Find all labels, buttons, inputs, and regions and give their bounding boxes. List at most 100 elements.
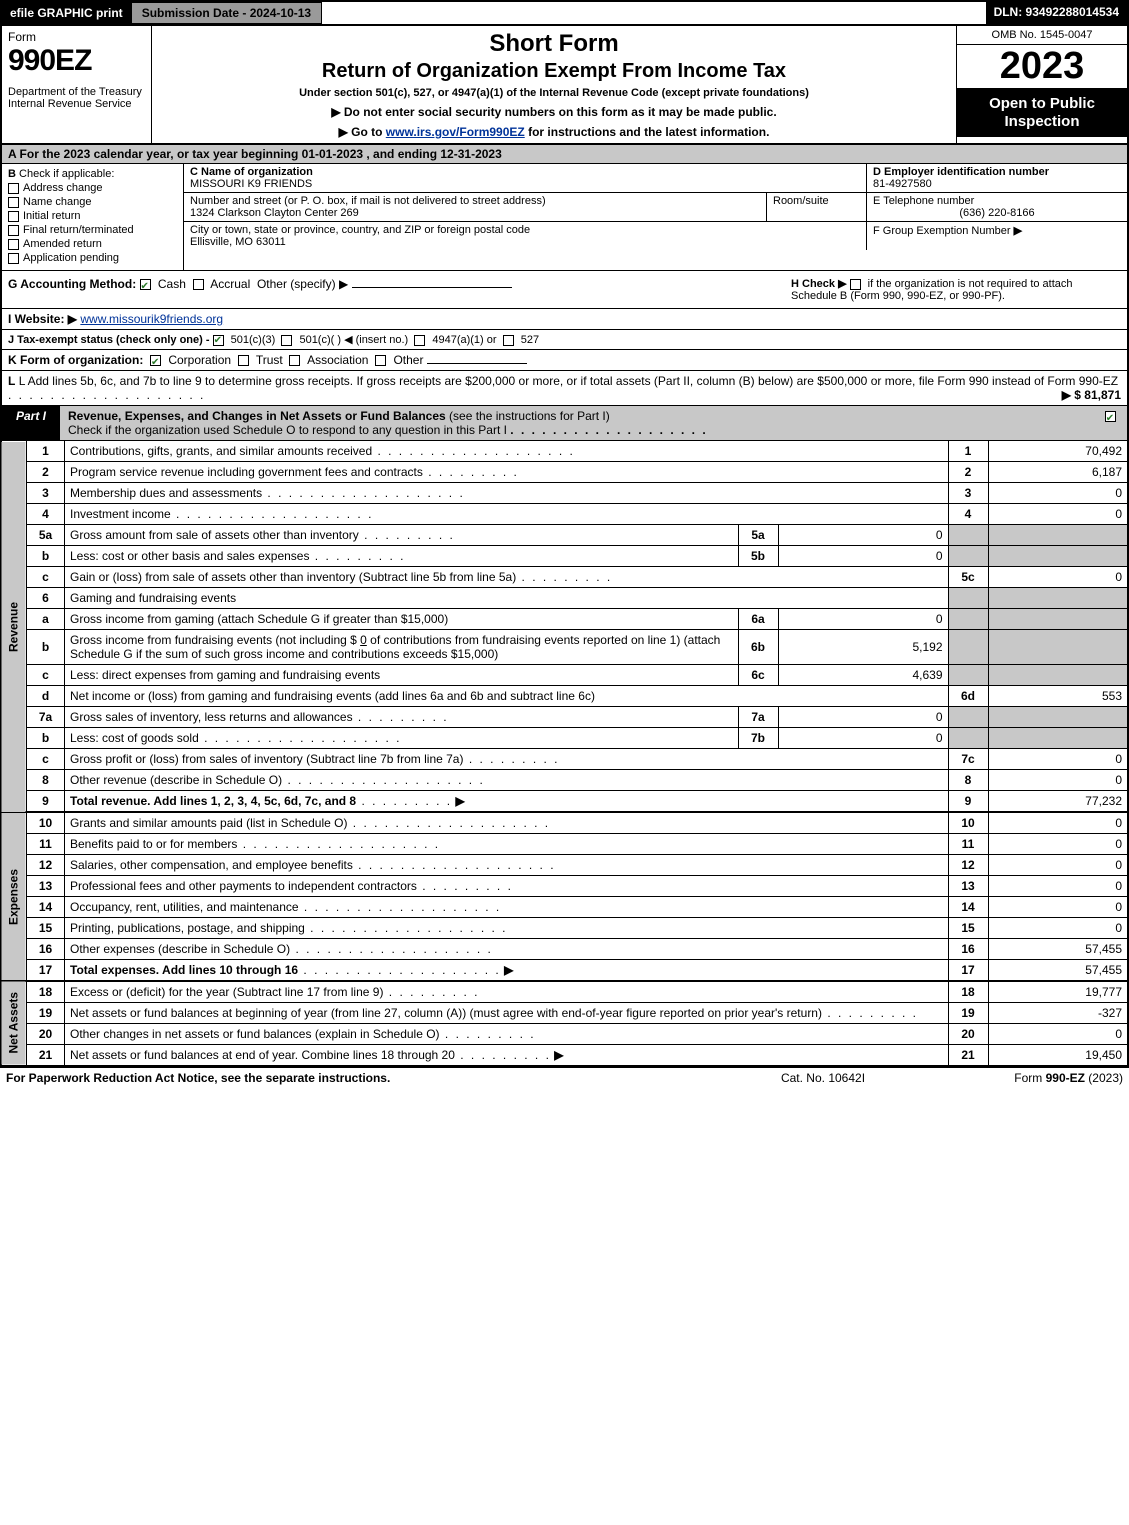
chk-accrual[interactable] [193, 279, 204, 290]
r19-desc-text: Net assets or fund balances at beginning… [70, 1006, 822, 1020]
r7a-desc: Gross sales of inventory, less returns a… [65, 707, 739, 728]
l-dots [8, 388, 205, 402]
k-other-field[interactable] [427, 363, 527, 364]
row-6a: a Gross income from gaming (attach Sched… [1, 609, 1128, 630]
chk-address-change[interactable]: Address change [8, 182, 177, 194]
opt-initial-return: Initial return [23, 210, 80, 222]
g-other-field[interactable] [352, 287, 512, 288]
row-5b: b Less: cost or other basis and sales ex… [1, 546, 1128, 567]
chk-part1-schedule-o[interactable] [1105, 411, 1116, 422]
r6b-shade1 [948, 630, 988, 665]
chk-trust[interactable] [238, 355, 249, 366]
r20-desc: Other changes in net assets or fund bala… [65, 1024, 949, 1045]
header-left: Form 990EZ Department of the Treasury In… [2, 26, 152, 143]
submission-date: Submission Date - 2024-10-13 [131, 2, 322, 24]
r10-desc: Grants and similar amounts paid (list in… [65, 812, 949, 834]
chk-final-return[interactable]: Final return/terminated [8, 224, 177, 236]
r6d-desc: Net income or (loss) from gaming and fun… [65, 686, 949, 707]
r12-val: 0 [988, 855, 1128, 876]
part1-checkbox-cell [1097, 406, 1127, 440]
part1-title: Revenue, Expenses, and Changes in Net As… [60, 406, 1097, 440]
opt-address-change: Address change [23, 182, 103, 194]
r10-val: 0 [988, 812, 1128, 834]
r5b-num: b [27, 546, 65, 567]
r6a-shade1 [948, 609, 988, 630]
r12-num: 12 [27, 855, 65, 876]
chk-527[interactable] [503, 335, 514, 346]
r6d-box: 6d [948, 686, 988, 707]
r6-num: 6 [27, 588, 65, 609]
r5a-shade1 [948, 525, 988, 546]
r16-val: 57,455 [988, 939, 1128, 960]
cell-org-name: C Name of organization MISSOURI K9 FRIEN… [184, 164, 867, 192]
row-3: 3 Membership dues and assessments 3 0 [1, 483, 1128, 504]
row-21: 21 Net assets or fund balances at end of… [1, 1045, 1128, 1066]
r17-desc: Total expenses. Add lines 10 through 16 … [65, 960, 949, 982]
row-18: Net Assets 18 Excess or (deficit) for th… [1, 981, 1128, 1003]
r14-desc: Occupancy, rent, utilities, and maintena… [65, 897, 949, 918]
r19-val: -327 [988, 1003, 1128, 1024]
footer-right-post: (2023) [1085, 1071, 1123, 1085]
opt-name-change: Name change [23, 196, 92, 208]
r10-num: 10 [27, 812, 65, 834]
chk-name-change[interactable]: Name change [8, 196, 177, 208]
r15-num: 15 [27, 918, 65, 939]
r11-desc: Benefits paid to or for members [65, 834, 949, 855]
section-g: G Accounting Method: Cash Accrual Other … [8, 277, 781, 302]
r8-desc-text: Other revenue (describe in Schedule O) [70, 773, 282, 787]
r8-num: 8 [27, 770, 65, 791]
chk-h[interactable] [850, 279, 861, 290]
irs-link[interactable]: www.irs.gov/Form990EZ [386, 125, 525, 139]
r7b-sub: 7b [738, 728, 778, 749]
goto-pre: ▶ Go to [339, 125, 386, 139]
row-6c: c Less: direct expenses from gaming and … [1, 665, 1128, 686]
r16-desc-text: Other expenses (describe in Schedule O) [70, 942, 290, 956]
chk-amended-return[interactable]: Amended return [8, 238, 177, 250]
r6-desc: Gaming and fundraising events [65, 588, 949, 609]
col-cdef: C Name of organization MISSOURI K9 FRIEN… [184, 164, 1127, 270]
chk-corp[interactable] [150, 355, 161, 366]
r21-desc-text: Net assets or fund balances at end of ye… [70, 1048, 455, 1062]
efile-label[interactable]: efile GRAPHIC print [10, 6, 123, 20]
c-label: C Name of organization [190, 166, 860, 178]
website-link[interactable]: www.missourik9friends.org [80, 312, 223, 326]
r7b-subval: 0 [778, 728, 948, 749]
r9-desc: Total revenue. Add lines 1, 2, 3, 4, 5c,… [65, 791, 949, 813]
r8-desc: Other revenue (describe in Schedule O) [65, 770, 949, 791]
r7a-sub: 7a [738, 707, 778, 728]
r7c-desc: Gross profit or (loss) from sales of inv… [65, 749, 949, 770]
header: Form 990EZ Department of the Treasury In… [0, 26, 1129, 145]
row-9: 9 Total revenue. Add lines 1, 2, 3, 4, 5… [1, 791, 1128, 813]
chk-501c3[interactable] [213, 335, 224, 346]
chk-cash[interactable] [140, 279, 151, 290]
chk-application-pending[interactable]: Application pending [8, 252, 177, 264]
row-2: 2 Program service revenue including gove… [1, 462, 1128, 483]
r5a-desc: Gross amount from sale of assets other t… [65, 525, 739, 546]
r13-num: 13 [27, 876, 65, 897]
chk-initial-return[interactable]: Initial return [8, 210, 177, 222]
chk-other-org[interactable] [375, 355, 386, 366]
row-addr: Number and street (or P. O. box, if mail… [184, 193, 1127, 222]
r5b-shade2 [988, 546, 1128, 567]
r18-num: 18 [27, 981, 65, 1003]
chk-assoc[interactable] [289, 355, 300, 366]
r5a-desc-text: Gross amount from sale of assets other t… [70, 528, 359, 542]
r11-num: 11 [27, 834, 65, 855]
row-7c: c Gross profit or (loss) from sales of i… [1, 749, 1128, 770]
chk-501c[interactable] [281, 335, 292, 346]
g-other: Other (specify) ▶ [257, 277, 348, 291]
r3-val: 0 [988, 483, 1128, 504]
form-990ez: efile GRAPHIC print Submission Date - 20… [0, 0, 1129, 1088]
chk-4947[interactable] [414, 335, 425, 346]
r7b-shade1 [948, 728, 988, 749]
section-b: B Check if applicable: Address change Na… [2, 164, 184, 270]
r6c-desc: Less: direct expenses from gaming and fu… [65, 665, 739, 686]
side-revenue: Revenue [1, 441, 27, 812]
r1-val: 70,492 [988, 441, 1128, 462]
r21-desc: Net assets or fund balances at end of ye… [65, 1045, 949, 1066]
footer-right-pre: Form [1014, 1071, 1045, 1085]
row-13: 13 Professional fees and other payments … [1, 876, 1128, 897]
r7b-shade2 [988, 728, 1128, 749]
r1-desc-text: Contributions, gifts, grants, and simila… [70, 444, 372, 458]
topbar-left: efile GRAPHIC print [2, 2, 131, 24]
